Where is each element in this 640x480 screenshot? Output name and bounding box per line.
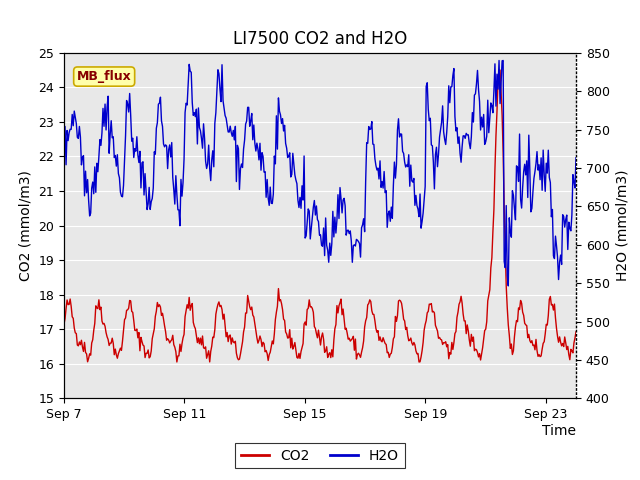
Legend: CO2, H2O: CO2, H2O [236,443,404,468]
X-axis label: Time: Time [542,424,576,438]
Y-axis label: H2O (mmol/m3): H2O (mmol/m3) [615,170,629,281]
Y-axis label: CO2 (mmol/m3): CO2 (mmol/m3) [19,170,33,281]
Text: MB_flux: MB_flux [77,70,132,83]
Title: LI7500 CO2 and H2O: LI7500 CO2 and H2O [233,30,407,48]
